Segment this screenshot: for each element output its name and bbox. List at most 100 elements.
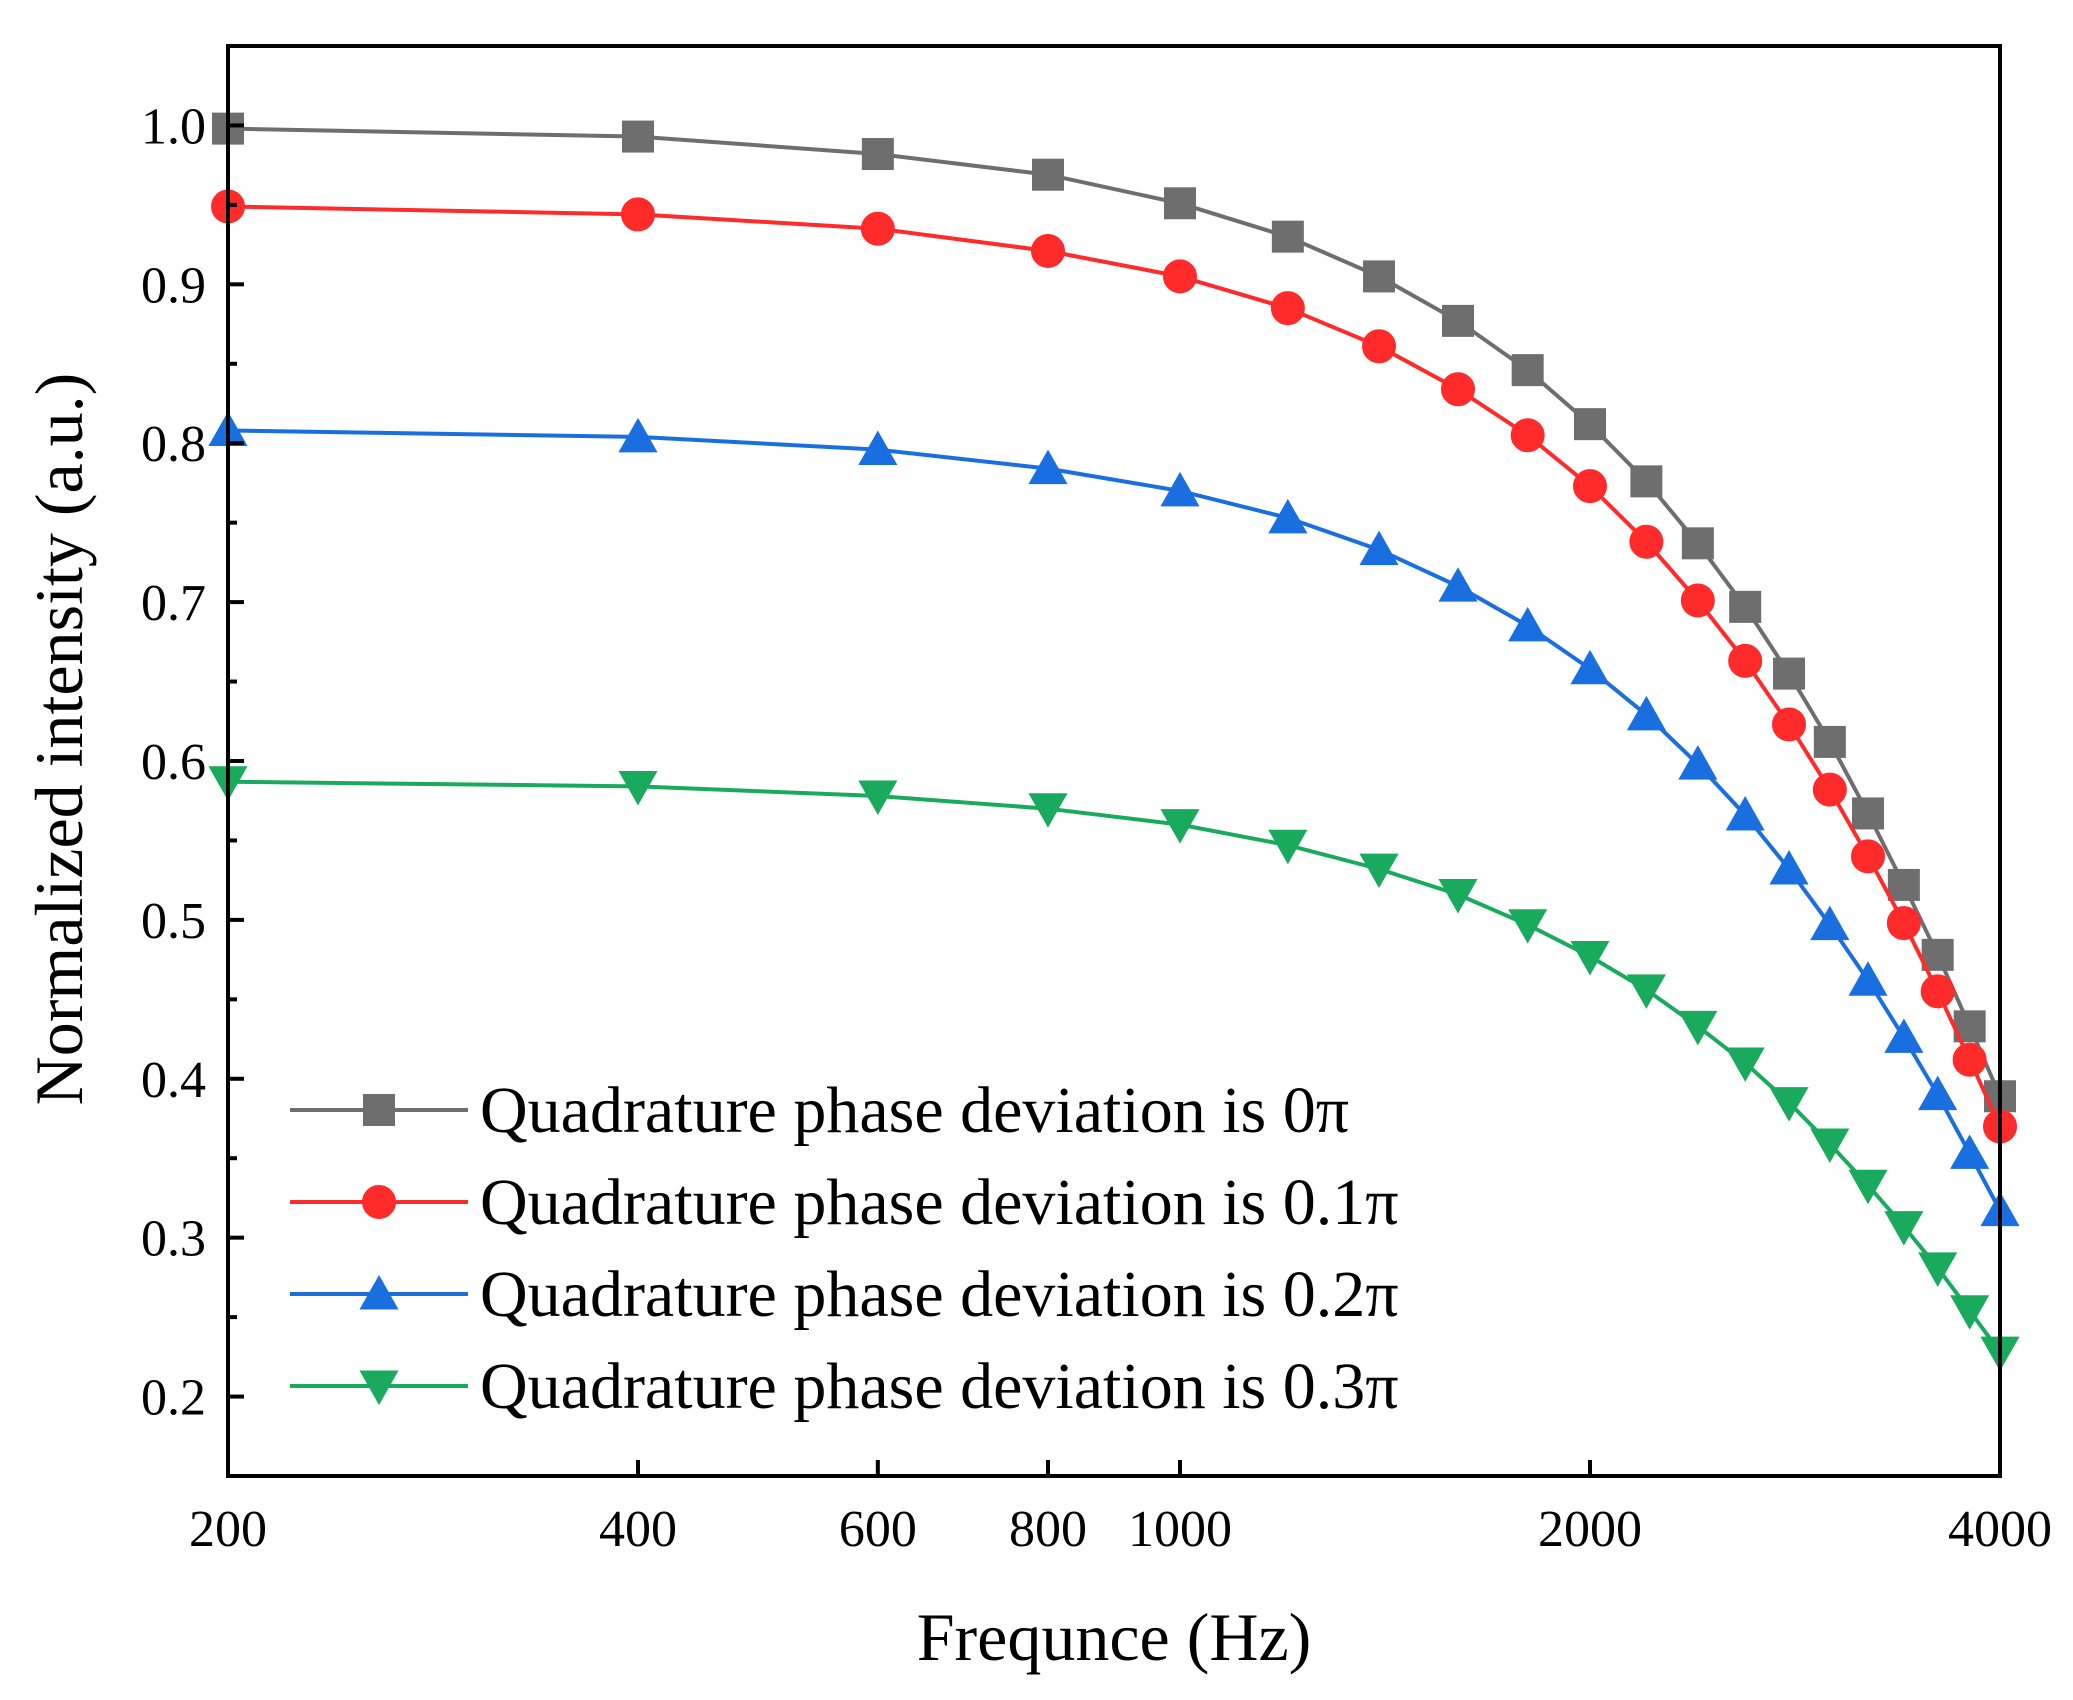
- data-point: [860, 211, 895, 246]
- data-point: [1271, 220, 1304, 253]
- legend-label: Quadrature phase deviation is 0.2π: [480, 1258, 1399, 1331]
- data-point: [1163, 187, 1196, 220]
- data-point: [618, 770, 658, 806]
- data-point: [1268, 498, 1308, 534]
- legend-item-3: Quadrature phase deviation is 0.3π: [290, 1350, 1399, 1423]
- data-point: [1848, 961, 1888, 996]
- y-tick-label: 0.8: [141, 416, 206, 473]
- data-point: [1573, 408, 1606, 441]
- x-tick-label: 1000: [1128, 1501, 1232, 1558]
- data-point: [1950, 1295, 1990, 1330]
- data-point: [1629, 524, 1664, 559]
- data-point: [1772, 707, 1807, 742]
- legend-marker: [359, 1274, 399, 1310]
- data-point: [858, 430, 898, 466]
- data-point: [622, 120, 655, 153]
- series-line: [227, 428, 2002, 1212]
- x-tick-label: 200: [189, 1501, 267, 1558]
- data-point: [1438, 879, 1478, 914]
- data-point: [1626, 974, 1666, 1009]
- y-tick-label: 0.5: [141, 893, 206, 950]
- series-1: [211, 189, 2017, 1144]
- data-point: [858, 780, 898, 815]
- data-point: [1950, 1134, 1990, 1169]
- data-point: [1570, 940, 1610, 976]
- x-tick-label: 4000: [1948, 1501, 2052, 1558]
- data-point: [1681, 527, 1714, 560]
- data-point: [1442, 304, 1475, 337]
- data-point: [1441, 372, 1476, 407]
- data-point: [861, 138, 894, 171]
- legend-marker: [359, 1370, 399, 1406]
- data-point: [1028, 449, 1068, 485]
- data-point: [1162, 259, 1197, 294]
- series-3: [208, 766, 2020, 1372]
- y-axis-title: Normalized intensity (a.u.): [21, 373, 97, 1106]
- data-point: [1884, 1018, 1924, 1053]
- data-point: [1918, 1252, 1958, 1287]
- data-point: [1678, 1010, 1718, 1046]
- data-point: [1508, 606, 1548, 642]
- y-tick-label: 0.7: [141, 575, 206, 632]
- data-point: [1680, 583, 1715, 618]
- x-tick-label: 600: [839, 1501, 917, 1558]
- series-0: [212, 112, 2016, 1113]
- data-point: [1813, 725, 1846, 758]
- data-point: [1359, 530, 1399, 566]
- data-point: [1729, 590, 1762, 623]
- legend-label: Quadrature phase deviation is 0π: [480, 1074, 1349, 1147]
- data-point: [1572, 469, 1607, 504]
- data-point: [1952, 1042, 1987, 1077]
- data-point: [1848, 1169, 1888, 1205]
- data-point: [1810, 1128, 1850, 1163]
- legend-label: Quadrature phase deviation is 0.1π: [480, 1166, 1399, 1239]
- y-tick-label: 0.6: [141, 734, 206, 791]
- data-point: [1626, 695, 1666, 731]
- data-point: [1920, 974, 1955, 1009]
- series-layer: [208, 112, 2020, 1372]
- legend-marker: [363, 1094, 395, 1126]
- data-point: [1160, 809, 1200, 844]
- data-point: [1812, 772, 1847, 807]
- data-point: [1268, 829, 1308, 865]
- data-point: [1160, 471, 1200, 507]
- data-point: [1031, 233, 1066, 268]
- data-point: [1028, 793, 1068, 828]
- legend: Quadrature phase deviation is 0π Quadratu…: [290, 1074, 1399, 1423]
- legend-item-1: Quadrature phase deviation is 0.1π: [290, 1166, 1399, 1239]
- data-point: [1270, 291, 1305, 326]
- data-point: [1852, 797, 1885, 830]
- y-tick-label: 0.4: [141, 1052, 206, 1109]
- legend-marker: [362, 1185, 396, 1219]
- y-tick-label: 0.3: [141, 1211, 206, 1268]
- axes: 0.2 0.3 0.4 0.5 0.6 0.7 0.8 0.9 1.0 200 400 600 800 1…: [141, 44, 2052, 1558]
- data-point: [1510, 418, 1545, 453]
- data-point: [1362, 329, 1397, 364]
- data-point: [1032, 158, 1065, 191]
- data-point: [1678, 745, 1718, 780]
- data-point: [618, 417, 658, 453]
- data-point: [1769, 850, 1809, 885]
- legend-item-2: Quadrature phase deviation is 0.2π: [290, 1258, 1399, 1331]
- data-point: [1630, 465, 1663, 498]
- data-point: [1725, 1047, 1765, 1082]
- data-point: [1773, 657, 1806, 690]
- y-tick-label: 1.0: [141, 98, 206, 155]
- x-tick-label: 400: [599, 1501, 677, 1558]
- data-point: [1769, 1087, 1809, 1122]
- data-point: [1887, 868, 1920, 901]
- legend-item-0: Quadrature phase deviation is 0π: [290, 1074, 1349, 1147]
- x-tick-label: 2000: [1538, 1501, 1642, 1558]
- x-tick-label: 800: [1009, 1501, 1087, 1558]
- data-point: [1511, 354, 1544, 387]
- data-point: [621, 197, 656, 232]
- data-point: [1508, 909, 1548, 944]
- legend-label: Quadrature phase deviation is 0.3π: [480, 1350, 1399, 1423]
- data-point: [1570, 649, 1610, 685]
- series-2: [208, 411, 2020, 1227]
- data-point: [1810, 905, 1850, 941]
- data-point: [1728, 643, 1763, 678]
- x-axis-title: Frequnce (Hz): [917, 1599, 1312, 1675]
- data-point: [1851, 839, 1886, 874]
- data-point: [1918, 1075, 1958, 1111]
